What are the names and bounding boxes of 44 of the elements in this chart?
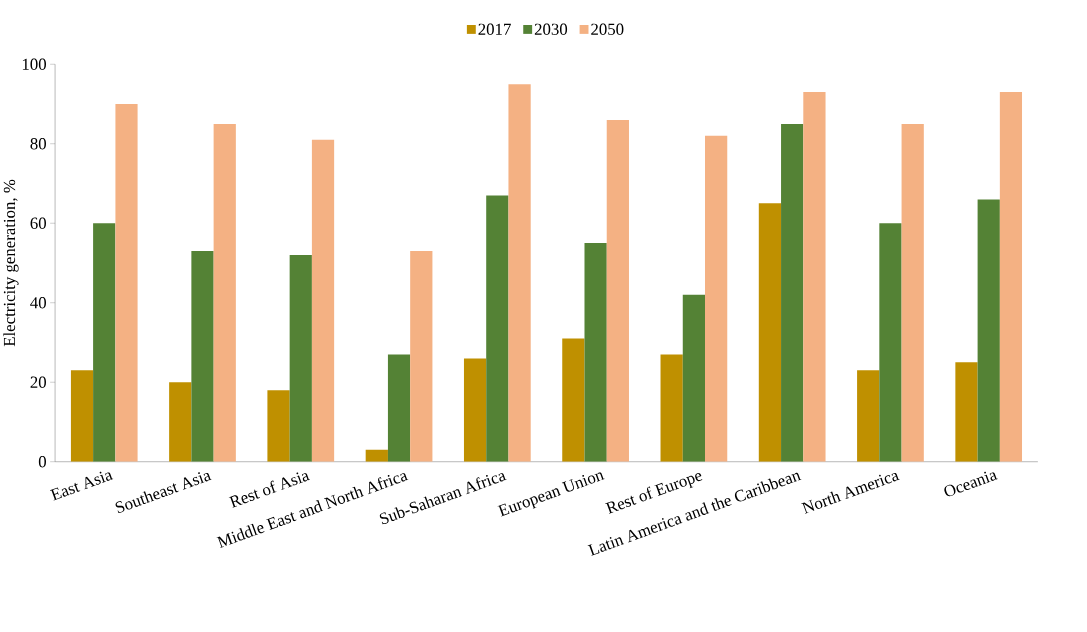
x-tick-label: North America bbox=[801, 473, 900, 514]
bar bbox=[562, 338, 585, 462]
bar bbox=[999, 92, 1023, 462]
bar bbox=[879, 223, 902, 462]
bar bbox=[977, 199, 1000, 462]
legend-label: 2030 bbox=[534, 23, 568, 36]
bar bbox=[410, 251, 433, 462]
y-tick-label: 80 bbox=[30, 138, 46, 150]
legend-label: 2017 bbox=[478, 23, 511, 36]
bar bbox=[365, 449, 388, 462]
x-tick-label: East Asia bbox=[49, 471, 114, 501]
bar bbox=[70, 370, 94, 462]
bar bbox=[660, 354, 683, 462]
y-tick-label: 100 bbox=[22, 58, 46, 71]
bar bbox=[387, 354, 411, 462]
legend-label: 2050 bbox=[591, 23, 624, 36]
bar bbox=[486, 195, 509, 462]
bar bbox=[803, 92, 826, 462]
bar bbox=[93, 223, 116, 462]
x-tick-label: Rest of Asia bbox=[228, 472, 310, 508]
bar bbox=[758, 203, 782, 462]
x-tick-label: Oceania bbox=[944, 471, 998, 497]
bar bbox=[584, 243, 607, 462]
bar bbox=[705, 135, 728, 462]
y-tick-label: 20 bbox=[30, 376, 46, 389]
bar bbox=[191, 251, 214, 462]
bar bbox=[289, 255, 312, 462]
bar bbox=[682, 294, 706, 462]
y-axis-title: Electricity generation, % bbox=[3, 179, 19, 347]
y-tick-label: 0 bbox=[38, 456, 46, 468]
bar bbox=[463, 358, 487, 462]
bar bbox=[311, 139, 335, 462]
bar bbox=[857, 370, 880, 462]
bar bbox=[267, 390, 290, 462]
bar bbox=[508, 84, 531, 462]
bar bbox=[781, 123, 804, 462]
y-tick-label: 60 bbox=[30, 217, 46, 230]
bar bbox=[169, 382, 192, 462]
bar bbox=[955, 362, 978, 462]
bar bbox=[901, 123, 924, 462]
bar bbox=[213, 123, 236, 462]
bar bbox=[606, 120, 629, 462]
y-tick-label: 40 bbox=[30, 297, 46, 309]
bar bbox=[115, 104, 138, 462]
